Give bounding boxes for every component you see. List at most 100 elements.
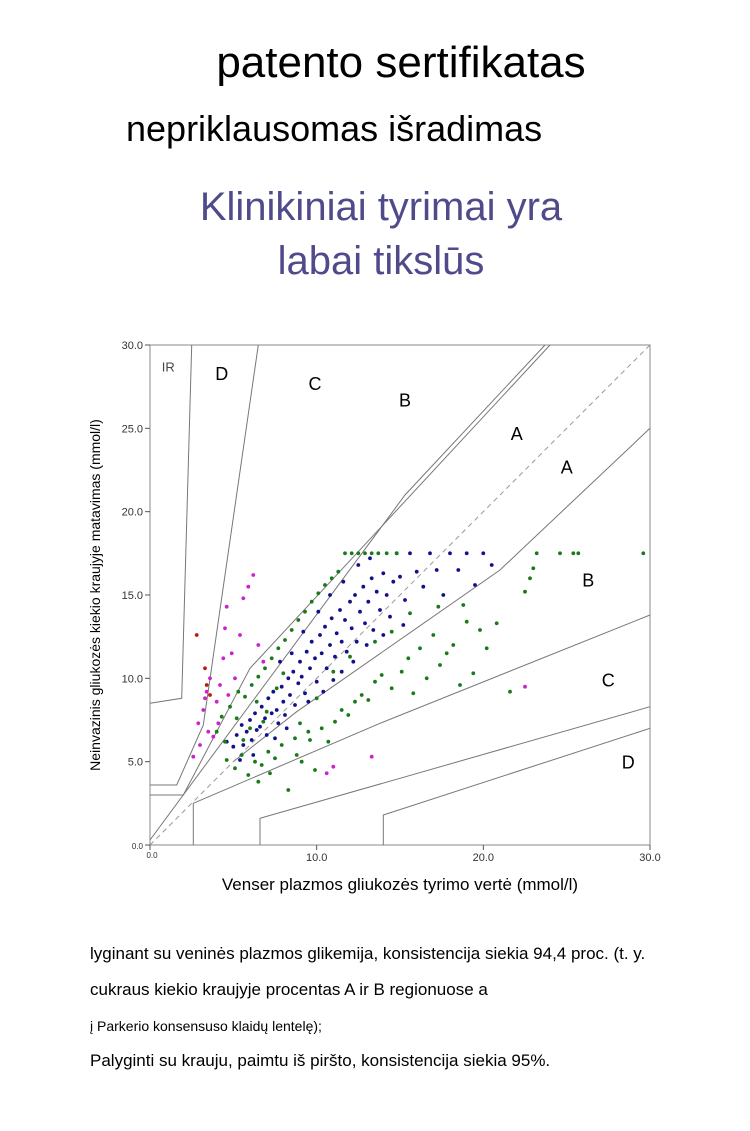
x-tick-label: 30.0	[639, 852, 660, 864]
data-points	[191, 551, 646, 792]
tagline: Klinikiniai tyrimai yra labai tikslūs	[0, 180, 750, 288]
point-zone-b	[249, 683, 254, 687]
point-zone-a	[328, 643, 332, 647]
point-zone-b	[406, 656, 411, 661]
point-zone-a	[334, 631, 339, 636]
point-zone-c	[224, 604, 229, 609]
point-zone-a	[273, 736, 277, 741]
point-zone-b	[464, 619, 469, 624]
point-zone-c	[204, 689, 209, 694]
point-zone-a	[248, 718, 252, 722]
point-zone-b	[243, 694, 247, 699]
point-zone-a	[368, 556, 372, 561]
point-zone-a	[263, 716, 267, 721]
point-zone-b	[256, 779, 261, 784]
point-zone-b	[408, 611, 412, 616]
point-zone-b	[384, 551, 389, 556]
point-zone-b	[256, 674, 261, 679]
y-tick-label: 20.0	[122, 507, 143, 519]
point-zone-a	[303, 691, 307, 696]
point-zone-a	[408, 551, 412, 556]
certificate-subtitle: nepriklausomas išradimas	[126, 108, 543, 149]
point-zone-b	[254, 699, 259, 704]
point-zone-a	[348, 599, 352, 604]
point-zone-a	[239, 723, 244, 727]
point-zone-b	[319, 726, 324, 731]
point-zone-a	[276, 721, 281, 726]
point-zone-b	[576, 551, 581, 556]
point-zone-a	[281, 699, 286, 704]
zone-label-a: A	[561, 457, 573, 477]
point-zone-b	[389, 686, 394, 691]
zone-label-ir: IR	[162, 360, 175, 375]
point-zone-a	[288, 693, 292, 697]
boundary-lower-A	[232, 427, 651, 763]
point-zone-a	[253, 711, 257, 716]
point-zone-b	[424, 676, 429, 681]
point-zone-b	[219, 714, 224, 719]
point-zone-d	[203, 666, 207, 671]
point-zone-b	[389, 629, 394, 634]
point-zone-b	[571, 551, 576, 556]
point-zone-b	[353, 699, 357, 704]
point-zone-c	[238, 633, 242, 637]
point-zone-a	[286, 676, 291, 681]
point-zone-a	[323, 624, 327, 629]
point-zone-c	[221, 656, 226, 661]
point-zone-c	[196, 721, 201, 726]
point-zone-a	[299, 674, 304, 679]
point-zone-a	[358, 609, 362, 614]
y-axis-label: Neinvazinis gliukozės kiekio kraujyje ma…	[87, 419, 103, 771]
point-zone-a	[414, 569, 419, 574]
point-zone-b	[531, 566, 536, 571]
certificate-title: patento sertifikatas	[216, 38, 586, 87]
point-zone-a	[369, 576, 374, 581]
point-zone-b	[418, 646, 422, 651]
axis-ticks: 0.0 10.0 20.0 30.0 0.0 5.0 10.0 15.0 20.0 25.0 30.…	[122, 340, 661, 864]
point-zone-b	[241, 738, 246, 742]
point-zone-b	[286, 788, 291, 792]
point-zone-b	[369, 551, 374, 556]
point-zone-d	[194, 633, 199, 637]
point-zone-b	[308, 738, 312, 742]
point-zone-a	[441, 593, 446, 597]
point-zone-a	[354, 639, 359, 644]
point-zone-a	[238, 758, 242, 762]
point-zone-b	[523, 589, 527, 594]
point-zone-a	[241, 743, 246, 747]
point-zone-b	[471, 671, 476, 676]
point-zone-a	[378, 608, 382, 612]
y-tick-label: 5.0	[128, 757, 143, 769]
zone-label-c: C	[602, 671, 615, 691]
point-zone-b	[298, 721, 302, 726]
point-zone-d	[208, 693, 212, 697]
point-zone-b	[431, 633, 436, 637]
zone-label-a: A	[511, 424, 523, 444]
point-zone-b	[436, 604, 441, 609]
point-zone-a	[349, 626, 354, 631]
point-zone-d	[204, 683, 209, 687]
point-zone-a	[341, 579, 346, 584]
boundary-lower-D	[382, 727, 651, 845]
point-zone-a	[448, 551, 452, 556]
point-zone-a	[338, 608, 342, 612]
point-zone-a	[403, 598, 407, 602]
point-zone-a	[314, 679, 319, 684]
point-zone-c	[203, 696, 207, 701]
y-tick-label: 25.0	[122, 423, 143, 435]
point-zone-b	[309, 599, 314, 604]
point-zone-b	[281, 671, 286, 676]
point-zone-a	[329, 616, 334, 621]
point-zone-c	[208, 676, 212, 681]
point-zone-a	[464, 551, 469, 556]
point-zone-b	[451, 643, 456, 647]
point-zone-b	[329, 576, 334, 581]
point-zone-b	[283, 638, 287, 642]
point-zone-b	[266, 749, 271, 754]
point-zone-a	[384, 593, 389, 597]
point-zone-a	[356, 563, 361, 567]
point-zone-b	[314, 696, 319, 701]
point-zone-b	[306, 729, 311, 734]
point-zone-c	[241, 596, 246, 601]
point-zone-b	[296, 618, 301, 622]
